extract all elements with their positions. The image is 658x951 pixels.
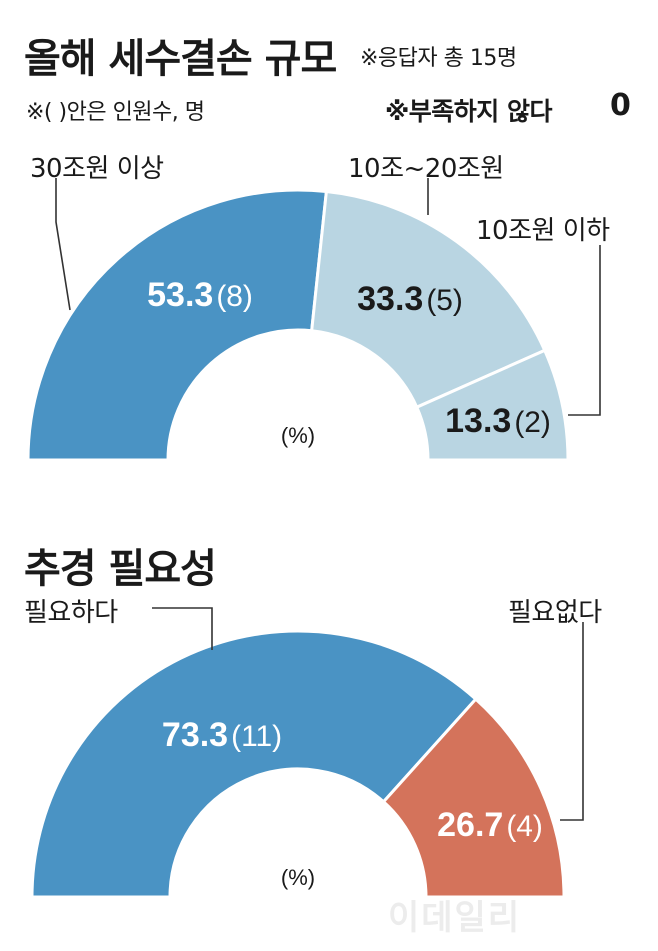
chart1-slice-label-1: 33.3 (5): [357, 280, 463, 318]
chart1-zero-note: ※부족하지 않다: [385, 97, 553, 126]
chart1-zero-value: 0: [610, 88, 631, 123]
chart1-slice-count-0: (8): [216, 280, 253, 313]
chart1-semi-donut: 53.3 (8) 33.3 (5) 13.3 (2) (%): [26, 188, 570, 462]
chart2-slice-value-1: 26.7: [437, 806, 503, 844]
chart2-slice-count-0: (11): [231, 720, 282, 753]
chart1-slice-value-2: 13.3: [445, 402, 511, 440]
chart2-slice-count-1: (4): [506, 810, 543, 843]
chart1-leader-line-0: [55, 178, 71, 311]
watermark: 이데일리: [388, 898, 522, 938]
chart1-category-label-2: 10조원 이하: [476, 216, 610, 246]
chart2-slice-value-0: 73.3: [162, 716, 228, 754]
chart2-semi-donut: 73.3 (11) 26.7 (4) (%): [30, 629, 566, 899]
chart2-slice-label-1: 26.7 (4): [437, 806, 543, 844]
chart1-slice-value-1: 33.3: [357, 280, 423, 318]
chart1-category-label-1: 10조~20조원: [348, 154, 504, 184]
chart1-slice-2: [414, 348, 570, 462]
chart1-slice-count-2: (2): [514, 406, 551, 439]
chart2-unit-label: (%): [281, 865, 315, 890]
chart1-slice-value-0: 53.3: [147, 276, 213, 314]
chart1-slice-label-2: 13.3 (2): [445, 402, 551, 440]
chart2-slice-1: [381, 697, 566, 899]
chart1-title: 올해 세수결손 규모: [24, 36, 337, 82]
chart2-slice-0: [30, 629, 478, 899]
chart1-parentheses-note: ※( )안은 인원수, 명: [26, 100, 205, 125]
chart1-slice-1: [310, 189, 547, 410]
chart2-category-label-1: 필요없다: [508, 598, 602, 628]
chart1-slice-count-1: (5): [426, 284, 463, 317]
chart2-category-label-0: 필요하다: [24, 598, 118, 628]
chart1-slice-label-0: 53.3 (8): [147, 276, 253, 314]
chart1-category-label-0: 30조원 이상: [30, 154, 164, 184]
chart2-title: 추경 필요성: [24, 546, 217, 592]
chart1-unit-label: (%): [281, 423, 315, 448]
chart1-leader-line-2: [568, 245, 601, 416]
chart2-slice-label-0: 73.3 (11): [162, 716, 282, 754]
chart1-respondents-note: ※응답자 총 15명: [360, 46, 517, 71]
chart1-slice-0: [26, 188, 329, 462]
chart2-leader-line-0: [152, 607, 213, 650]
chart2-leader-line-1: [560, 622, 584, 821]
